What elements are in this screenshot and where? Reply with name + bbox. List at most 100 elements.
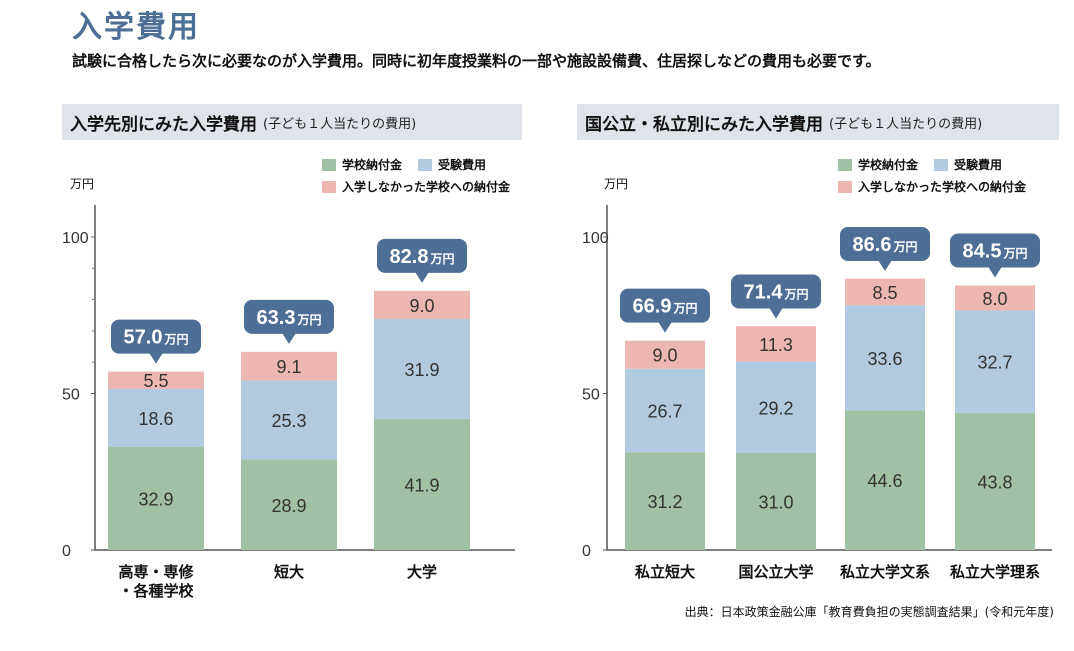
chart2-bar-segment [625, 368, 705, 453]
legend-swatch-exam-fee [934, 158, 948, 171]
chart2-total-label: 71.4 万円 [744, 282, 809, 304]
legend-swatch-school-fee [322, 158, 336, 171]
chart1-data-label: 28.9 [271, 496, 306, 516]
chart1-data-label: 25.3 [271, 411, 306, 431]
chart2-bar-segment [625, 452, 705, 550]
chart1-header: 入学先別にみた入学費用 (子ども１人当たりの費用) [62, 104, 522, 140]
chart2-data-label: 32.7 [977, 353, 1012, 373]
chart1-data-label: 9.1 [276, 357, 301, 377]
chart2-header: 国公立・私立別にみた入学費用 (子ども１人当たりの費用) [577, 104, 1059, 140]
chart2-bar-segment [625, 340, 705, 369]
chart1-y-tick-label: 0 [62, 543, 71, 560]
chart1-data-label: 41.9 [404, 475, 439, 495]
legend-item-unenrolled-fee: 入学しなかった学校への納付金 [838, 178, 1026, 195]
chart1-data-label: 18.6 [138, 409, 173, 429]
chart2-title: 国公立・私立別にみた入学費用 [585, 114, 823, 135]
chart1-y-tick-label: 100 [62, 230, 89, 247]
chart1-bar-segment [241, 459, 337, 550]
chart2-data-label: 8.5 [872, 283, 897, 303]
chart1-total-label: 63.3 万円 [257, 307, 322, 329]
chart2-bar-segment [845, 278, 925, 306]
chart1-data-label: 5.5 [143, 371, 168, 391]
legend-swatch-unenrolled-fee [838, 180, 852, 193]
chart2-bar-segment [845, 410, 925, 550]
legend-item-school-fee: 学校納付金 [322, 156, 402, 173]
chart1-bar-segment [108, 371, 204, 389]
chart2-total-callout-pointer [769, 307, 783, 319]
chart2-total-label: 84.5 万円 [963, 241, 1028, 263]
chart2-total-callout-pointer [878, 259, 892, 271]
chart2-data-label: 33.6 [867, 349, 902, 369]
chart2-total-label: 66.9 万円 [633, 296, 698, 318]
legend-swatch-unenrolled-fee [322, 180, 336, 193]
legend-label-school-fee: 学校納付金 [342, 158, 403, 172]
chart2-bar-segment [736, 452, 816, 550]
chart2-data-label: 8.0 [982, 289, 1007, 309]
chart2-category-label: 私立大学理系 [949, 563, 1040, 581]
chart1-bar-segment [241, 351, 337, 381]
legend-swatch-school-fee [838, 158, 852, 171]
legend-label-exam-fee: 受験費用 [954, 158, 1003, 172]
chart1-bar-segment [108, 388, 204, 448]
chart2-data-label: 43.8 [977, 472, 1012, 492]
chart2-bar-segment [845, 305, 925, 411]
chart1-bar-segment [374, 319, 470, 419]
chart2-total-callout-pointer [658, 321, 672, 333]
chart1-category-label: ・各種学校 [118, 582, 194, 600]
chart2-data-label: 11.3 [759, 335, 793, 355]
legend-label-school-fee: 学校納付金 [858, 158, 919, 172]
chart2-y-tick-label: 100 [582, 230, 609, 247]
chart1-data-label: 9.0 [409, 296, 434, 316]
chart1-data-label: 31.9 [404, 360, 439, 380]
chart2-bar-segment [736, 361, 816, 453]
legend-label-unenrolled-fee: 入学しなかった学校への納付金 [858, 180, 1027, 194]
chart2-category-label: 私立短大 [634, 563, 695, 581]
chart2-bar-segment [955, 285, 1035, 311]
legend-item-exam-fee: 受験費用 [934, 156, 1002, 173]
chart1-y-unit-label: 万円 [70, 177, 94, 191]
lead-text: 試験に合格したら次に必要なのが入学費用。同時に初年度授業料の一部や施設設備費、住… [72, 52, 881, 70]
chart2-subtitle: (子ども１人当たりの費用) [829, 116, 983, 132]
chart1-bar-segment [374, 290, 470, 320]
chart2-data-label: 31.2 [647, 492, 682, 512]
legend-item-exam-fee: 受験費用 [418, 156, 486, 173]
chart2-data-label: 29.2 [758, 398, 793, 418]
chart1-data-label: 32.9 [138, 490, 173, 510]
chart1-bar-segment [108, 447, 204, 550]
chart2-y-unit-label: 万円 [604, 177, 628, 191]
chart2-total-callout [731, 274, 821, 309]
legend-label-exam-fee: 受験費用 [438, 158, 487, 172]
chart1-y-tick-label: 50 [62, 387, 80, 404]
chart2-bar-segment [736, 326, 816, 362]
chart2-bar-segment [955, 412, 1035, 550]
chart1-total-callout [244, 299, 334, 334]
chart1-category-label: 短大 [274, 563, 304, 581]
legend-label-unenrolled-fee: 入学しなかった学校への納付金 [342, 180, 511, 194]
chart2-data-label: 26.7 [647, 402, 682, 422]
chart2-y-tick-label: 50 [582, 387, 600, 404]
chart2-category-label: 国公立大学 [738, 563, 813, 581]
chart2-total-callout [840, 226, 930, 261]
chart2-data-label: 9.0 [652, 346, 677, 366]
chart1-total-label: 82.8 万円 [390, 246, 455, 268]
chart1-bar-segment [241, 380, 337, 460]
chart1-bar-segment [374, 418, 470, 550]
chart2-data-label: 31.0 [758, 492, 793, 512]
chart1-category-label: 高専・専修 [118, 563, 194, 581]
chart2-bar-segment [955, 310, 1035, 413]
chart1-total-callout [377, 238, 467, 273]
chart2-y-tick-label: 0 [582, 543, 591, 560]
chart2-category-label: 私立大学文系 [839, 563, 930, 581]
page-title: 入学費用 [72, 10, 200, 45]
chart1-title: 入学先別にみた入学費用 [70, 114, 257, 135]
chart1-total-label: 57.0 万円 [124, 327, 189, 349]
chart2-total-callout [950, 233, 1040, 268]
chart2-total-callout-pointer [988, 266, 1002, 278]
chart1-total-callout-pointer [149, 352, 163, 364]
chart1-total-callout-pointer [282, 332, 296, 344]
source-note: 出典：日本政策金融公庫「教育費負担の実態調査結果」(令和元年度) [684, 605, 1054, 619]
legend-swatch-exam-fee [418, 158, 432, 171]
legend-item-school-fee: 学校納付金 [838, 156, 918, 173]
chart1-subtitle: (子ども１人当たりの費用) [263, 116, 417, 132]
